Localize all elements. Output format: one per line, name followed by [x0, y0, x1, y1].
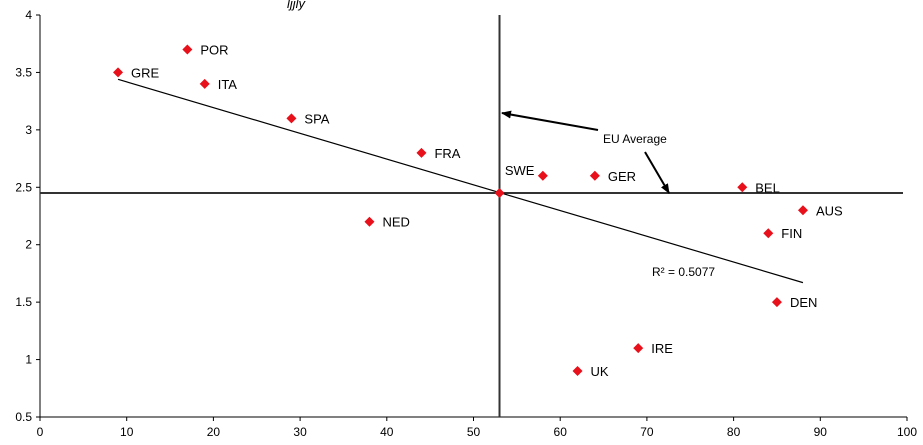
x-tick-label: 100 [897, 425, 917, 439]
point-label-ger: GER [608, 169, 636, 184]
trendline [117, 78, 804, 284]
point-label-swe: SWE [505, 163, 535, 178]
point-label-gre: GRE [131, 65, 160, 80]
trendline-group [117, 78, 804, 284]
x-axis-ticks: 0 10 20 30 40 50 60 70 80 90 100 [37, 417, 917, 439]
x-tick-label: 10 [120, 425, 134, 439]
x-tick-label: 60 [554, 425, 568, 439]
point-label-bel: BEL [755, 180, 780, 195]
point-label-fin: FIN [781, 226, 802, 241]
data-point-fin [763, 228, 774, 239]
data-point-bel [737, 182, 748, 193]
y-tick-label: 2 [25, 238, 32, 252]
data-point-uk [572, 366, 583, 377]
x-tick-label: 80 [727, 425, 741, 439]
point-label-fra: FRA [434, 146, 460, 161]
y-tick-label: 3 [25, 123, 32, 137]
point-label-ned: NED [382, 215, 409, 230]
data-point-gre [113, 67, 124, 78]
data-point-swe [537, 170, 548, 181]
x-tick-label: 50 [467, 425, 481, 439]
data-point-den [771, 297, 782, 308]
eu-average-arrow-vertical [501, 110, 599, 131]
data-point-ita [199, 78, 210, 89]
axes [39, 15, 907, 418]
data-point-ire [633, 343, 644, 354]
x-tick-label: 90 [814, 425, 828, 439]
y-axis-ticks: 0.5 1 1.5 2 2.5 3 3.5 4 [15, 8, 40, 424]
data-point-fra [416, 147, 427, 158]
data-point-aus [797, 205, 808, 216]
x-tick-label: 20 [207, 425, 221, 439]
x-tick-label: 40 [380, 425, 394, 439]
data-point-ger [589, 170, 600, 181]
y-tick-label: 3.5 [15, 65, 32, 79]
x-tick-label: 30 [293, 425, 307, 439]
point-label-uk: UK [591, 364, 609, 379]
y-tick-label: 2.5 [15, 180, 32, 194]
y-tick-label: 1 [25, 353, 32, 367]
point-label-por: POR [200, 42, 228, 57]
data-point-center [494, 188, 505, 199]
point-label-aus: AUS [816, 203, 843, 218]
point-label-den: DEN [790, 295, 817, 310]
eu-average-label: EU Average [603, 132, 667, 146]
data-points: GRE POR ITA SPA FRA NED SWE GER BEL AUS FIN DEN IRE U… [113, 42, 843, 379]
data-point-por [182, 44, 193, 55]
x-tick-label: 0 [37, 425, 44, 439]
x-tick-label: 70 [640, 425, 654, 439]
y-tick-label: 1.5 [15, 295, 32, 309]
partial-top-text: ljjly [287, 0, 307, 11]
point-label-spa: SPA [304, 111, 329, 126]
annotations: EU Average R² = 0.5077 [501, 110, 715, 279]
eu-average-lines [40, 15, 903, 417]
y-tick-label: 0.5 [15, 410, 32, 424]
point-label-ita: ITA [218, 77, 238, 92]
point-label-ire: IRE [651, 341, 673, 356]
data-point-spa [286, 113, 297, 124]
eu-average-arrow-horizontal [644, 151, 670, 194]
r-squared-label: R² = 0.5077 [652, 265, 715, 279]
data-point-ned [364, 216, 375, 227]
y-tick-label: 4 [25, 8, 32, 22]
